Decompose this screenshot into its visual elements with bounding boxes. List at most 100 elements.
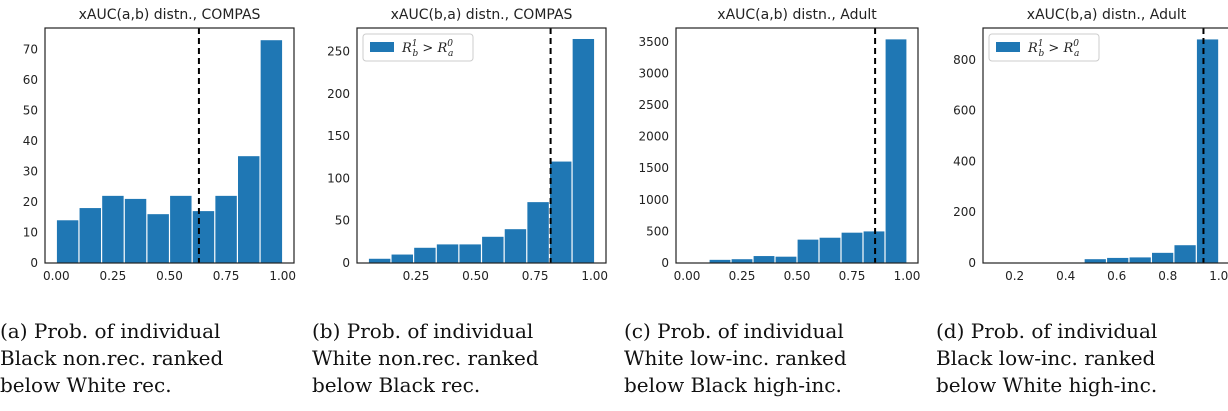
x-tick-c-0: 0.00 — [674, 269, 701, 283]
bar-c-7 — [841, 232, 863, 263]
chart-panel-b: xAUC(b,a) distn., COMPAS 0.25 0.50 0.75 1.00… — [312, 0, 612, 411]
x-tick-a-2: 0.50 — [156, 269, 183, 283]
caption-b-line-1: (b) Prob. of individual — [312, 319, 534, 343]
bar-b-7 — [527, 202, 549, 263]
caption-d-line-1: (d) Prob. of individual — [936, 319, 1158, 343]
bar-d-6 — [1129, 257, 1151, 263]
bar-a-7 — [215, 195, 237, 263]
y-tick-a-4: 40 — [23, 134, 38, 148]
x-tick-c-1: 0.25 — [729, 269, 756, 283]
chart-title-b: xAUC(b,a) distn., COMPAS — [391, 7, 573, 23]
plot-frame-c — [675, 27, 919, 264]
chart-c: xAUC(a,b) distn., Adult 0.00 0.25 0.50 0.75 1… — [638, 7, 921, 283]
bar-a-6 — [192, 211, 215, 263]
x-tick-a-3: 0.75 — [213, 269, 240, 283]
legend-swatch-d — [996, 42, 1020, 52]
caption-a-line-3: below White rec. — [0, 373, 172, 397]
legend-box-d — [988, 33, 1100, 62]
x-tick-b-3: 1.00 — [581, 269, 608, 283]
legend-label-d: R1 b > R0 a — [1027, 39, 1079, 59]
y-tick-d-0: 0 — [968, 256, 976, 270]
legend-d: R1 b > R0 a — [988, 33, 1100, 62]
y-tick-d-1: 200 — [953, 205, 976, 219]
bar-a-9 — [260, 40, 283, 263]
caption-d-line-3: below White high-inc. — [936, 373, 1158, 397]
bar-c-4 — [775, 256, 797, 263]
y-tick-c-5: 2500 — [638, 98, 669, 112]
y-tick-a-3: 30 — [23, 164, 38, 178]
caption-a: (a) Prob. of individual Black non.rec. r… — [0, 318, 300, 399]
bar-b-0 — [368, 258, 391, 263]
chart-b: xAUC(b,a) distn., COMPAS 0.25 0.50 0.75 1.00… — [327, 7, 608, 283]
legend-b: R1 b > R0 a — [362, 33, 474, 62]
caption-a-line-1: (a) Prob. of individual — [0, 319, 221, 343]
caption-c-line-3: below Black high-inc. — [624, 373, 842, 397]
caption-d: (d) Prob. of individual Black low-inc. r… — [936, 318, 1228, 399]
y-tick-d-2: 400 — [953, 154, 976, 168]
x-tick-b-0: 0.25 — [403, 269, 430, 283]
chart-panel-a: xAUC(a,b) distn., COMPAS 0.00 0.25 0.50 0.75… — [0, 0, 300, 411]
caption-d-line-2: Black low-inc. ranked — [936, 346, 1156, 370]
caption-a-line-2: Black non.rec. ranked — [0, 346, 224, 370]
y-tick-c-6: 3000 — [638, 66, 669, 80]
caption-b-line-2: White non.rec. ranked — [312, 346, 539, 370]
bar-c-1 — [709, 259, 731, 263]
chart-a: xAUC(a,b) distn., COMPAS 0.00 0.25 0.50 0.75… — [23, 7, 296, 283]
bar-a-4 — [147, 214, 169, 263]
y-tick-b-4: 200 — [327, 87, 350, 101]
chart-title-d: xAUC(b,a) distn., Adult — [1027, 7, 1187, 23]
y-tick-c-3: 1500 — [638, 161, 669, 175]
caption-c: (c) Prob. of individual White low-inc. r… — [624, 318, 924, 399]
bar-b-9 — [572, 38, 595, 263]
caption-c-line-1: (c) Prob. of individual — [624, 319, 844, 343]
bar-d-9 — [1196, 39, 1219, 263]
x-tick-b-1: 0.50 — [462, 269, 489, 283]
bar-b-8 — [550, 161, 572, 263]
bar-a-5 — [170, 195, 192, 263]
y-tick-c-7: 3500 — [638, 35, 669, 49]
bar-a-0 — [56, 220, 79, 263]
x-tick-a-0: 0.00 — [43, 269, 70, 283]
bar-a-3 — [124, 198, 147, 263]
y-tick-a-7: 70 — [23, 42, 38, 56]
y-tick-c-0: 0 — [661, 256, 669, 270]
bar-d-5 — [1107, 257, 1129, 263]
y-tick-a-2: 20 — [23, 195, 38, 209]
x-tick-c-3: 0.75 — [839, 269, 866, 283]
y-tick-b-1: 50 — [335, 214, 350, 228]
bar-a-8 — [238, 156, 260, 263]
bar-b-6 — [504, 229, 527, 263]
legend-box-b — [362, 33, 474, 62]
chart-title-c: xAUC(a,b) distn., Adult — [717, 7, 877, 23]
y-tick-c-4: 2000 — [638, 130, 669, 144]
bar-c-3 — [753, 256, 775, 263]
bar-c-6 — [819, 237, 841, 263]
bar-d-7 — [1152, 252, 1174, 263]
legend-swatch-b — [370, 42, 394, 52]
y-tick-a-6: 60 — [23, 73, 38, 87]
chart-title-a: xAUC(a,b) distn., COMPAS — [79, 7, 261, 23]
caption-c-line-2: White low-inc. ranked — [624, 346, 847, 370]
legend-label-b: R1 b > R0 a — [401, 39, 453, 59]
bar-c-5 — [797, 239, 819, 263]
bar-a-1 — [79, 208, 101, 263]
plot-frame-b — [356, 27, 607, 264]
plot-frame-a — [44, 27, 295, 264]
x-tick-d-0: 0.2 — [1005, 269, 1024, 283]
x-tick-a-4: 1.00 — [269, 269, 296, 283]
chart-panel-d: xAUC(b,a) distn., Adult 0.2 0.4 0.6 0.8 1.0 0 2… — [936, 0, 1228, 411]
bar-b-2 — [414, 247, 436, 263]
y-tick-d-4: 800 — [953, 53, 976, 67]
x-tick-c-4: 1.00 — [894, 269, 921, 283]
caption-b: (b) Prob. of individual White non.rec. r… — [312, 318, 612, 399]
y-tick-c-2: 1000 — [638, 193, 669, 207]
bar-a-2 — [102, 195, 124, 263]
y-tick-d-3: 600 — [953, 104, 976, 118]
x-tick-d-1: 0.4 — [1056, 269, 1075, 283]
bar-b-4 — [459, 244, 481, 263]
x-tick-d-4: 1.0 — [1209, 269, 1228, 283]
bar-d-8 — [1174, 245, 1196, 263]
x-tick-a-1: 0.25 — [100, 269, 127, 283]
y-tick-b-0: 0 — [342, 256, 350, 270]
x-tick-c-2: 0.50 — [784, 269, 811, 283]
